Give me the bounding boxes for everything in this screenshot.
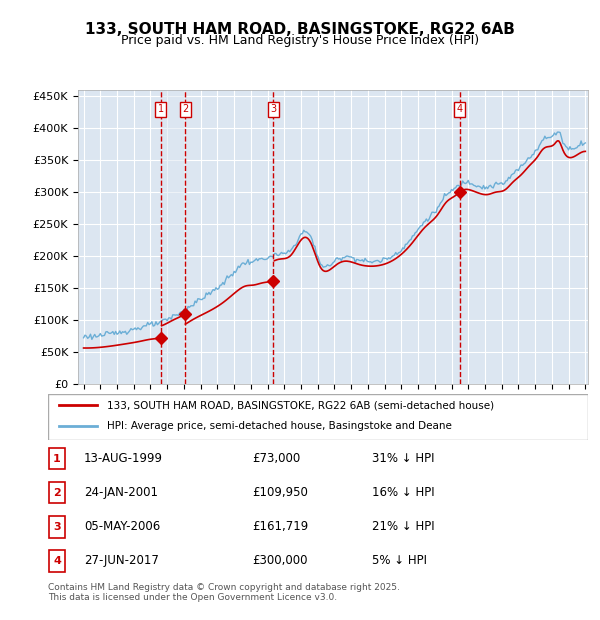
FancyBboxPatch shape (49, 448, 65, 469)
FancyBboxPatch shape (49, 482, 65, 503)
Text: 3: 3 (53, 522, 61, 532)
Text: 5% ↓ HPI: 5% ↓ HPI (372, 554, 427, 567)
Text: 31% ↓ HPI: 31% ↓ HPI (372, 452, 434, 465)
Text: 133, SOUTH HAM ROAD, BASINGSTOKE, RG22 6AB: 133, SOUTH HAM ROAD, BASINGSTOKE, RG22 6… (85, 22, 515, 37)
FancyBboxPatch shape (49, 550, 65, 572)
FancyBboxPatch shape (48, 394, 588, 440)
Text: £161,719: £161,719 (252, 520, 308, 533)
Text: £300,000: £300,000 (252, 554, 308, 567)
Text: 2: 2 (53, 488, 61, 498)
Text: Price paid vs. HM Land Registry's House Price Index (HPI): Price paid vs. HM Land Registry's House … (121, 34, 479, 47)
Text: 1: 1 (53, 454, 61, 464)
Text: 3: 3 (271, 104, 277, 114)
Text: HPI: Average price, semi-detached house, Basingstoke and Deane: HPI: Average price, semi-detached house,… (107, 421, 452, 432)
Text: 13-AUG-1999: 13-AUG-1999 (84, 452, 163, 465)
Bar (161, 90, 185, 384)
Text: 4: 4 (457, 104, 463, 114)
Text: 21% ↓ HPI: 21% ↓ HPI (372, 520, 434, 533)
Text: 4: 4 (53, 556, 61, 566)
Text: 133, SOUTH HAM ROAD, BASINGSTOKE, RG22 6AB (semi-detached house): 133, SOUTH HAM ROAD, BASINGSTOKE, RG22 6… (107, 401, 494, 410)
Text: 24-JAN-2001: 24-JAN-2001 (84, 486, 158, 499)
Text: 2: 2 (182, 104, 188, 114)
Text: £109,950: £109,950 (252, 486, 308, 499)
Text: £73,000: £73,000 (252, 452, 300, 465)
Text: 1: 1 (158, 104, 164, 114)
Text: 27-JUN-2017: 27-JUN-2017 (84, 554, 159, 567)
Text: 05-MAY-2006: 05-MAY-2006 (84, 520, 160, 533)
Text: Contains HM Land Registry data © Crown copyright and database right 2025.
This d: Contains HM Land Registry data © Crown c… (48, 583, 400, 602)
FancyBboxPatch shape (49, 516, 65, 538)
Text: 16% ↓ HPI: 16% ↓ HPI (372, 486, 434, 499)
